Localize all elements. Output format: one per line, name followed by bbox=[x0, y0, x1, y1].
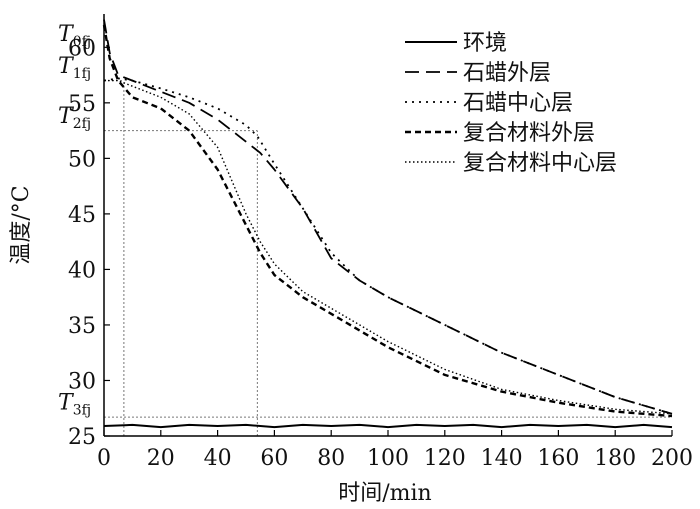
temperature-label: T0fj bbox=[58, 22, 91, 50]
series-line-1 bbox=[103, 423, 673, 429]
x-tick-label: 120 bbox=[424, 446, 466, 471]
temperature-label: T2fj bbox=[58, 104, 91, 132]
y-tick-label: 60 bbox=[68, 36, 96, 61]
reference-lines bbox=[104, 80, 672, 436]
series-line-4 bbox=[102, 24, 673, 418]
series-lines bbox=[102, 19, 673, 429]
axes bbox=[103, 14, 672, 437]
series-line-5 bbox=[104, 79, 673, 415]
legend-label: 复合材料中心层 bbox=[463, 151, 617, 176]
temperature-labels: T0fj T1fj T2fj T3fj bbox=[58, 22, 91, 419]
series-line-2 bbox=[103, 19, 673, 415]
x-tick-label: 40 bbox=[204, 446, 232, 471]
legend-label: 环境 bbox=[463, 31, 507, 56]
x-tick-label: 160 bbox=[537, 446, 579, 471]
y-tick-label: 25 bbox=[68, 425, 96, 450]
x-tick-label: 20 bbox=[147, 446, 175, 471]
legend-label: 石蜡中心层 bbox=[463, 91, 573, 116]
x-axis-label: 时间/min bbox=[338, 481, 431, 506]
temperature-label: T3fj bbox=[58, 391, 91, 419]
x-tick-label: 0 bbox=[97, 446, 111, 471]
x-tick-label: 100 bbox=[367, 446, 409, 471]
temperature-label: T1fj bbox=[58, 54, 91, 82]
ticks: 0 20 40 60 80 100 120 140 160 180 200 25 30 35 40 45 50 5… bbox=[68, 36, 693, 471]
y-tick-label: 55 bbox=[68, 92, 96, 117]
y-tick-label: 30 bbox=[68, 369, 96, 394]
legend-label: 石蜡外层 bbox=[463, 61, 551, 86]
y-tick-label: 50 bbox=[68, 147, 96, 172]
legend-label: 复合材料外层 bbox=[463, 121, 595, 146]
x-tick-label: 80 bbox=[317, 446, 345, 471]
x-tick-label: 180 bbox=[594, 446, 636, 471]
y-tick-label: 35 bbox=[68, 314, 96, 339]
y-tick-label: 40 bbox=[68, 258, 96, 283]
x-tick-label: 60 bbox=[260, 446, 288, 471]
y-axis-label: 温度/°C bbox=[9, 185, 34, 264]
y-tick-label: 45 bbox=[68, 203, 96, 228]
x-tick-label: 200 bbox=[651, 446, 693, 471]
x-tick-label: 140 bbox=[481, 446, 523, 471]
